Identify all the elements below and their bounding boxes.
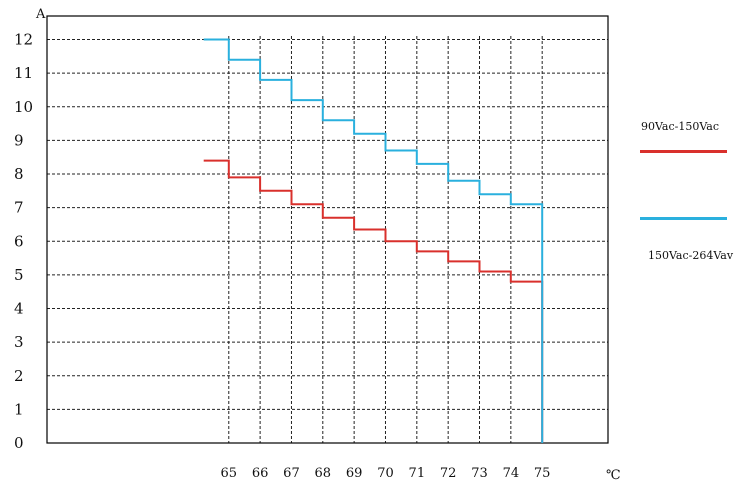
y-tick-label: 3 [14, 333, 24, 351]
series-line-1 [203, 159, 544, 443]
legend-label-series-2: 150Vac-264Vav [648, 249, 734, 262]
y-tick-label: 11 [14, 64, 33, 82]
x-tick-label: 69 [346, 466, 363, 481]
grid-lines [47, 36, 608, 443]
legend-swatch-series-2 [640, 217, 727, 220]
x-tick-label: 66 [252, 466, 269, 481]
x-tick-label: 72 [440, 466, 457, 481]
y-tick-label: 7 [14, 199, 24, 217]
y-tick-label: 4 [14, 300, 24, 318]
x-tick-label: 70 [377, 466, 394, 481]
y-tick-label: 1 [14, 400, 24, 418]
y-tick-label: 5 [14, 266, 24, 284]
series-layer [203, 38, 544, 443]
x-tick-label: 71 [409, 466, 426, 481]
legend-swatch-series-1 [640, 150, 727, 153]
y-axis-label: A [35, 7, 46, 22]
plot-area [46, 15, 609, 444]
x-tick-label: 65 [221, 466, 238, 481]
series-line-2 [203, 38, 544, 443]
y-tick-label: 10 [14, 98, 33, 116]
y-tick-label: 2 [14, 367, 24, 385]
x-tick-label: 74 [503, 466, 520, 481]
legend-label-series-1: 90Vac-150Vac [641, 120, 720, 133]
x-tick-label: 67 [283, 466, 300, 481]
x-tick-label: 73 [471, 466, 488, 481]
y-tick-label: 6 [14, 232, 24, 250]
x-tick-label: 75 [534, 466, 551, 481]
x-tick-label: 68 [315, 466, 332, 481]
x-tick-labels: 65 66 67 68 69 70 71 72 73 74 75 [221, 466, 551, 481]
y-tick-label: 0 [14, 434, 24, 452]
y-tick-label: 12 [14, 31, 33, 49]
y-tick-label: 8 [14, 165, 24, 183]
y-tick-label: 9 [14, 131, 24, 149]
x-axis-label: ℃ [606, 468, 621, 482]
